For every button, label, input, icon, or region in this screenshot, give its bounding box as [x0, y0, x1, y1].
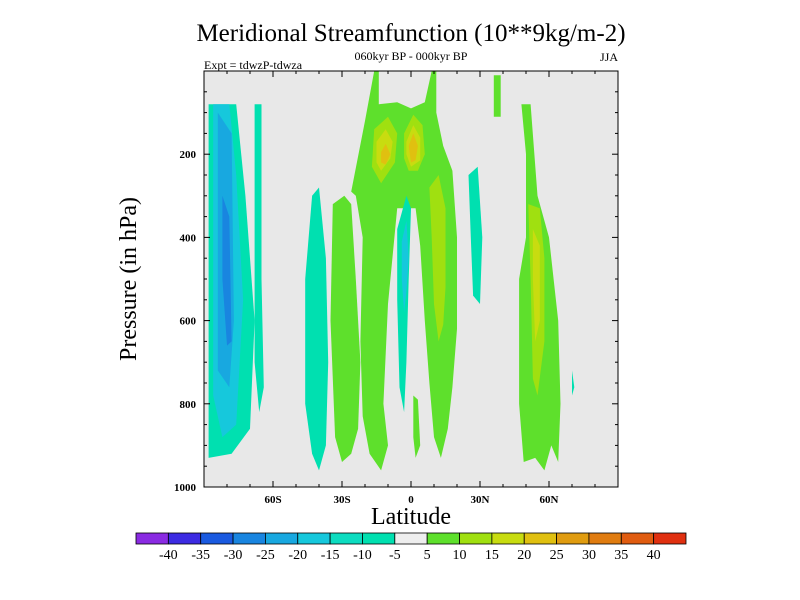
season-note: JJA	[600, 50, 618, 64]
colorbar-swatch	[297, 532, 331, 545]
contour-region-19	[493, 75, 501, 117]
contour-region-22	[532, 229, 540, 342]
colorbar-label: 30	[582, 548, 596, 563]
contour-region-15	[429, 175, 446, 342]
contour-regions	[208, 71, 575, 471]
colorbar-label: -35	[191, 548, 210, 563]
colorbar-swatch	[491, 532, 525, 545]
colorbar-swatch	[620, 532, 655, 545]
colorbar-swatch	[459, 532, 493, 545]
colorbar-swatch	[232, 532, 266, 545]
colorbar-label: -5	[389, 548, 401, 563]
colorbar-swatch	[523, 532, 557, 545]
contour-region-11	[381, 143, 391, 165]
colorbar-label: 35	[614, 548, 628, 563]
contour-region-8	[413, 395, 421, 458]
colorbar: -40 -35 -30 -25 -20 -15 -10 -5 5 10 15 20 25 30 35 40	[135, 532, 687, 563]
y-axis-title: Pressure (in hPa)	[116, 197, 142, 361]
y-tick-label: 800	[180, 399, 197, 411]
contour-region-18	[468, 166, 483, 304]
colorbar-swatch	[394, 532, 428, 545]
chart-title: Meridional Streamfunction (10**9kg/m-2)	[196, 20, 625, 47]
colorbar-swatch	[265, 532, 299, 545]
colorbar-label: 20	[517, 548, 531, 563]
colorbar-label: -25	[256, 548, 275, 563]
x-tick-label: 0	[408, 494, 414, 506]
plot-area: 60S 30S 0 30N 60N 200 400 600 800 1000	[174, 70, 619, 506]
colorbar-label: -15	[321, 548, 340, 563]
colorbar-label: 15	[485, 548, 499, 563]
colorbar-swatch	[329, 532, 363, 545]
experiment-note: Expt = tdwzP-tdwza	[204, 58, 303, 72]
colorbar-swatch	[362, 532, 396, 545]
colorbar-label: 40	[647, 548, 661, 563]
x-tick-label: 60S	[264, 494, 281, 506]
colorbar-label: -10	[353, 548, 372, 563]
x-axis-title: Latitude	[371, 504, 451, 530]
colorbar-swatch	[167, 532, 202, 545]
y-tick-label: 600	[180, 316, 197, 328]
colorbar-label: 10	[453, 548, 467, 563]
colorbar-swatch	[426, 532, 460, 545]
y-tick-label: 200	[180, 149, 197, 161]
colorbar-label: -30	[224, 548, 243, 563]
x-tick-label: 30N	[471, 494, 490, 506]
colorbar-label: -20	[288, 548, 307, 563]
colorbar-swatch	[135, 532, 169, 545]
y-tick-label: 400	[180, 232, 197, 244]
colorbar-swatch	[653, 532, 687, 545]
colorbar-label: 25	[550, 548, 564, 563]
contour-region-17	[401, 220, 409, 313]
contour-region-6	[330, 195, 361, 463]
x-tick-label: 30S	[333, 494, 350, 506]
contour-region-5	[305, 187, 329, 471]
colorbar-label: 5	[424, 548, 431, 563]
colorbar-swatch	[588, 532, 622, 545]
colorbar-label: -40	[159, 548, 178, 563]
axis-ticks: 60S 30S 0 30N 60N 200 400 600 800 1000	[174, 70, 619, 506]
colorbar-swatch	[200, 532, 234, 545]
y-tick-label: 1000	[174, 482, 197, 494]
contour-region-4	[254, 104, 264, 413]
contour-region-14	[408, 133, 418, 163]
x-tick-label: 60N	[540, 494, 559, 506]
contour-region-3	[222, 195, 232, 346]
colorbar-swatch	[556, 532, 590, 545]
chart-subtitle: 060kyr BP - 000kyr BP	[355, 49, 468, 63]
contour-region-23	[572, 370, 575, 396]
